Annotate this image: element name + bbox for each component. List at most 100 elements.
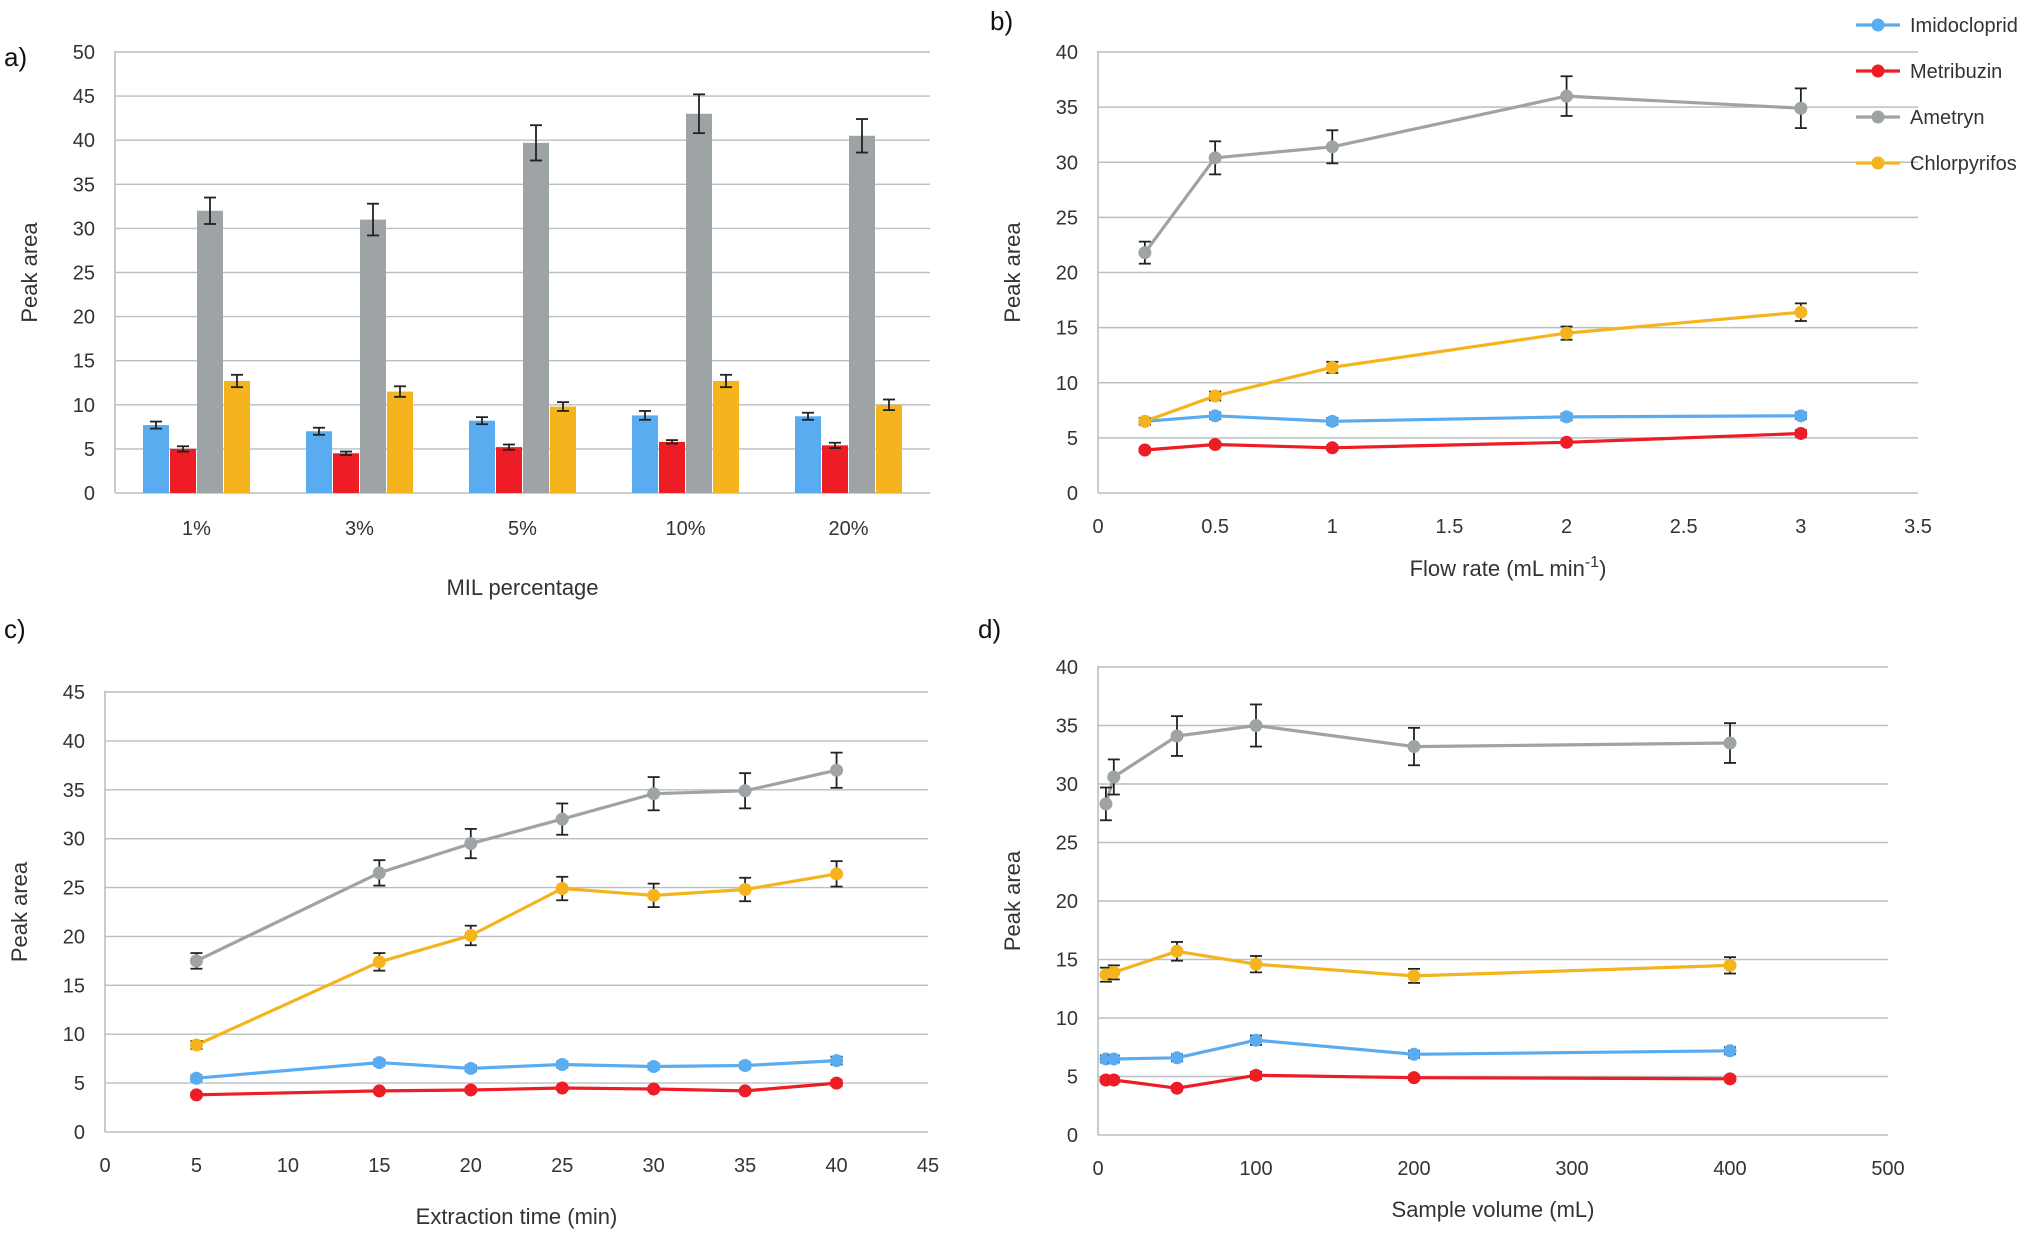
- y-tick-label: 0: [1067, 1125, 1078, 1147]
- legend-marker: [1871, 110, 1885, 124]
- data-point: [1723, 1072, 1737, 1086]
- data-point: [647, 787, 661, 801]
- x-tick-label: 2.5: [1670, 516, 1698, 538]
- series-line: [1144, 414, 1801, 423]
- x-tick-label: 5: [191, 1155, 202, 1177]
- x-tick-label: 5%: [508, 518, 537, 540]
- data-point: [830, 1054, 844, 1068]
- bar: [333, 453, 359, 493]
- data-point: [464, 928, 478, 942]
- y-tick-label: 20: [1056, 891, 1078, 913]
- bar: [795, 416, 821, 493]
- x-axis-label-superscript: -1: [1585, 554, 1599, 571]
- bar: [686, 113, 712, 494]
- legend-label: Metribuzin: [1910, 61, 2002, 83]
- data-point: [1794, 426, 1808, 440]
- x-tick-label: 3%: [345, 518, 374, 540]
- y-tick-label: 35: [63, 780, 85, 802]
- y-tick-label: 35: [73, 174, 95, 196]
- panel-label: c): [4, 614, 26, 644]
- data-point: [1407, 1047, 1421, 1061]
- data-point: [372, 866, 386, 880]
- series-line: [1143, 94, 1801, 254]
- y-axis-label: Peak area: [17, 222, 42, 323]
- data-point: [738, 1059, 752, 1073]
- y-tick-label: 15: [63, 975, 85, 997]
- data-point: [372, 955, 386, 969]
- y-tick-label: 5: [1067, 428, 1078, 450]
- y-tick-label: 0: [84, 483, 95, 505]
- legend-label: Imidocloprid: [1910, 15, 2018, 37]
- data-point: [464, 1061, 478, 1075]
- data-point: [1325, 360, 1339, 374]
- data-point: [555, 1058, 569, 1072]
- x-tick-label: 200: [1397, 1158, 1430, 1180]
- data-point: [1170, 944, 1184, 958]
- data-point: [830, 763, 844, 777]
- bar: [523, 142, 549, 493]
- data-point: [1138, 246, 1152, 260]
- data-point: [647, 1059, 661, 1073]
- data-point: [1325, 140, 1339, 154]
- y-tick-label: 25: [1056, 833, 1078, 855]
- data-point: [1208, 437, 1222, 451]
- data-point: [1107, 1052, 1121, 1066]
- bar: [876, 404, 902, 493]
- x-tick-label: 20: [460, 1155, 482, 1177]
- y-tick-label: 15: [1056, 318, 1078, 340]
- data-point: [738, 883, 752, 897]
- data-point: [189, 1071, 203, 1085]
- x-tick-label: 35: [734, 1155, 756, 1177]
- y-tick-label: 35: [1056, 97, 1078, 119]
- y-tick-label: 30: [63, 829, 85, 851]
- legend-label: Chlorpyrifos: [1910, 153, 2017, 175]
- x-tick-label: 500: [1871, 1158, 1904, 1180]
- x-axis-label: Flow rate (mL min-1): [1410, 554, 1607, 581]
- y-tick-label: 10: [73, 395, 95, 417]
- x-tick-label: 10%: [665, 518, 705, 540]
- legend-marker: [1871, 156, 1885, 170]
- data-point: [1407, 1071, 1421, 1085]
- x-tick-label: 30: [643, 1155, 665, 1177]
- bar: [632, 415, 658, 493]
- x-axis-label: Sample volume (mL): [1392, 1197, 1595, 1222]
- y-tick-label: 40: [63, 731, 85, 753]
- x-tick-label: 300: [1555, 1158, 1588, 1180]
- y-tick-label: 0: [74, 1122, 85, 1144]
- bar: [170, 448, 196, 493]
- data-point: [189, 1088, 203, 1102]
- data-point: [555, 812, 569, 826]
- data-point: [1208, 151, 1222, 165]
- data-point: [555, 1081, 569, 1095]
- x-axis-label-end: ): [1599, 556, 1606, 581]
- data-point: [1170, 1081, 1184, 1095]
- data-point: [189, 954, 203, 968]
- y-tick-label: 50: [73, 42, 95, 64]
- y-tick-label: 15: [1056, 950, 1078, 972]
- series-line: [1144, 310, 1802, 423]
- data-point: [1138, 443, 1152, 457]
- bar: [387, 391, 413, 493]
- y-tick-label: 5: [1067, 1067, 1078, 1089]
- x-tick-label: 400: [1713, 1158, 1746, 1180]
- data-point: [1794, 409, 1808, 423]
- series-line: [195, 872, 837, 1047]
- y-tick-label: 45: [73, 86, 95, 108]
- x-tick-label: 100: [1239, 1158, 1272, 1180]
- panel-label: b): [990, 6, 1013, 36]
- data-point: [372, 1056, 386, 1070]
- series-line: [195, 768, 837, 963]
- data-point: [1249, 957, 1263, 971]
- chart-d: d) 0 5 10 15 20 25 30 35 40 Peak area Sample volume…: [978, 614, 1905, 1222]
- y-axis-label: Peak area: [1000, 222, 1025, 323]
- bar: [224, 380, 250, 493]
- x-tick-label: 0.5: [1201, 516, 1229, 538]
- data-point: [1723, 958, 1737, 972]
- data-point: [1249, 719, 1263, 732]
- data-point: [1170, 1051, 1184, 1065]
- y-tick-label: 45: [63, 682, 85, 704]
- data-point: [1407, 969, 1421, 983]
- bar: [469, 420, 495, 493]
- y-tick-label: 10: [1056, 1008, 1078, 1030]
